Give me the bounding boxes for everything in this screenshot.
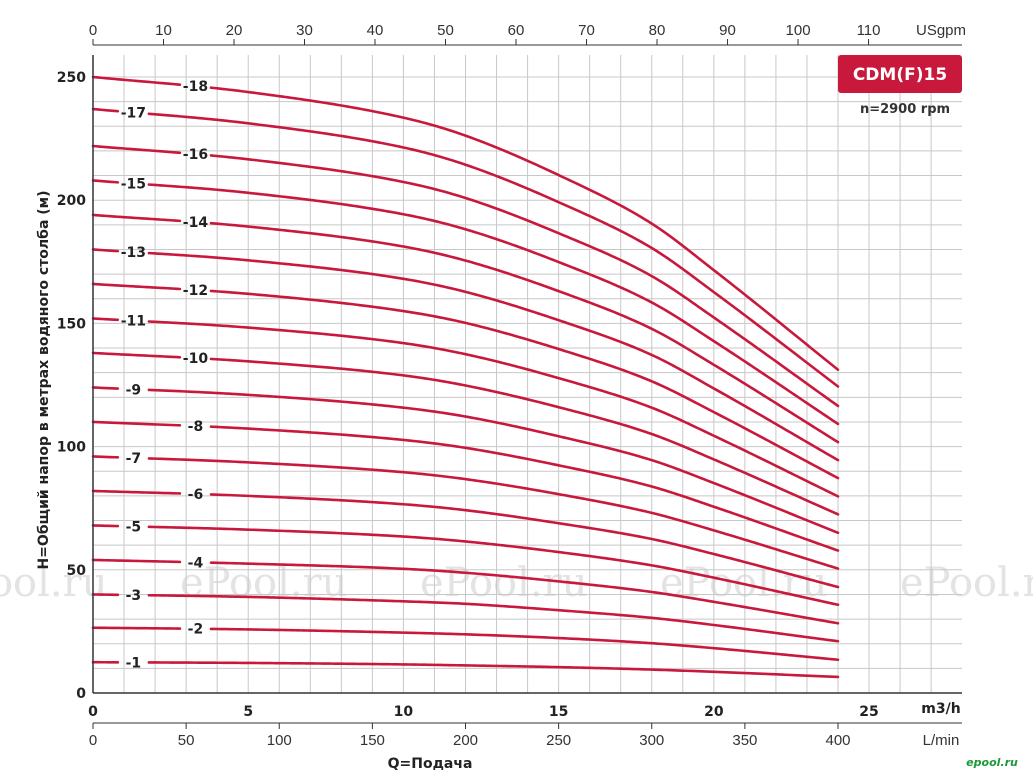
- curve-stage-8: [91, 420, 840, 552]
- y-tick-label: 50: [67, 563, 87, 579]
- curve-label: -4: [188, 555, 204, 571]
- curve-stage-15: [91, 179, 840, 426]
- curve-label: -8: [188, 419, 204, 435]
- x-tick-label-m3h: 15: [549, 704, 568, 720]
- curve-label: -7: [126, 451, 142, 467]
- watermark-text: ePool.ru: [900, 560, 1033, 606]
- curve-stage-12: [91, 282, 840, 480]
- unit-m3h: m3/h: [921, 701, 960, 717]
- x-tick-label-usgpm: 80: [649, 22, 666, 39]
- y-tick-label: 0: [76, 686, 86, 702]
- x-tick-label-m3h: 20: [704, 704, 724, 720]
- x-tick-label-m3h: 5: [243, 704, 253, 720]
- x-tick-label-usgpm: 20: [226, 22, 243, 39]
- y-tick-label: 250: [57, 70, 86, 86]
- x-tick-label-lmin: 300: [639, 732, 664, 749]
- curve-label: -12: [183, 283, 208, 299]
- curve-stage-10: [91, 351, 840, 516]
- curve-stage-4: [91, 558, 840, 625]
- watermark-text: ePool.ru: [420, 560, 588, 606]
- curve-label: -1: [126, 655, 142, 671]
- unit-usgpm: USgpm: [916, 22, 966, 39]
- axes: [92, 44, 962, 724]
- curve-label: -14: [183, 215, 209, 231]
- curve-stage-2: [91, 626, 840, 662]
- x-tick-label-usgpm: 40: [367, 22, 384, 39]
- chart-title: CDM(F)15: [853, 65, 947, 85]
- curve-label: -13: [121, 245, 146, 261]
- watermark-text: ePool.ru: [0, 560, 108, 606]
- x-axis-title: Q=Подача: [388, 756, 473, 772]
- curve-stage-18: [91, 75, 840, 372]
- curve-stage-5: [91, 524, 840, 607]
- x-tick-label-m3h: 0: [88, 704, 98, 720]
- curve-label: -11: [121, 314, 146, 330]
- x-tick-label-usgpm: 60: [508, 22, 525, 39]
- x-tick-label-usgpm: 90: [719, 22, 736, 39]
- x-tick-label-usgpm: 0: [89, 22, 97, 39]
- x-tick-label-usgpm: 30: [296, 22, 313, 39]
- curve-label: -5: [126, 519, 142, 535]
- x-tick-label-lmin: 250: [546, 732, 571, 749]
- curve-label: -15: [121, 176, 146, 192]
- x-tick-label-lmin: 150: [360, 732, 385, 749]
- curve-label: -6: [188, 487, 204, 503]
- curve-stage-11: [91, 317, 840, 498]
- curve-stage-1: [91, 660, 840, 679]
- x-tick-label-usgpm: 10: [155, 22, 172, 39]
- curve-stage-7: [91, 455, 840, 570]
- curve-stage-9: [91, 386, 840, 535]
- curve-stage-14: [91, 213, 840, 444]
- curve-layer: -1 -2 -3 -4 -5 -6 -7 -8 -9 -10 -11 -12 -13 -14 -15 -16 -…: [91, 75, 840, 679]
- curve-stage-3: [91, 593, 840, 643]
- x-tick-label-usgpm: 70: [578, 22, 595, 39]
- curve-label: -3: [126, 588, 142, 604]
- curve-label: -18: [183, 79, 208, 95]
- model-badge: CDM(F)15: [838, 55, 962, 93]
- unit-lmin: L/min: [923, 732, 960, 749]
- x-tick-label-m3h: 25: [859, 704, 878, 720]
- curve-stage-13: [91, 248, 840, 462]
- curve-label: -2: [188, 622, 204, 638]
- x-tick-label-usgpm: 50: [437, 22, 454, 39]
- curve-stage-16: [91, 144, 840, 408]
- x-tick-label-lmin: 100: [267, 732, 292, 749]
- curve-label: -16: [183, 147, 208, 163]
- x-tick-label-lmin: 0: [89, 732, 97, 749]
- curve-stage-6: [91, 489, 840, 589]
- x-tick-label-usgpm: 100: [786, 22, 811, 39]
- x-tick-label-lmin: 50: [178, 732, 195, 749]
- curve-label: -10: [183, 351, 209, 367]
- y-tick-label: 200: [57, 193, 86, 209]
- x-tick-label-m3h: 10: [394, 704, 414, 720]
- curve-stage-17: [91, 107, 840, 388]
- x-tick-label-lmin: 200: [453, 732, 478, 749]
- y-tick-label: 150: [57, 316, 86, 332]
- curve-label: -17: [121, 106, 146, 122]
- chart-subtitle: n=2900 rpm: [860, 102, 950, 117]
- y-axis-title: H=Общий напор в метрах водяного столба (…: [36, 190, 52, 569]
- curve-label: -9: [126, 382, 142, 398]
- brand-logo: epool.ru: [966, 756, 1018, 769]
- x-tick-label-lmin: 400: [825, 732, 850, 749]
- y-tick-label: 100: [57, 440, 86, 456]
- badge-background: [838, 55, 962, 93]
- x-tick-label-lmin: 350: [732, 732, 757, 749]
- x-tick-label-usgpm: 110: [857, 22, 881, 39]
